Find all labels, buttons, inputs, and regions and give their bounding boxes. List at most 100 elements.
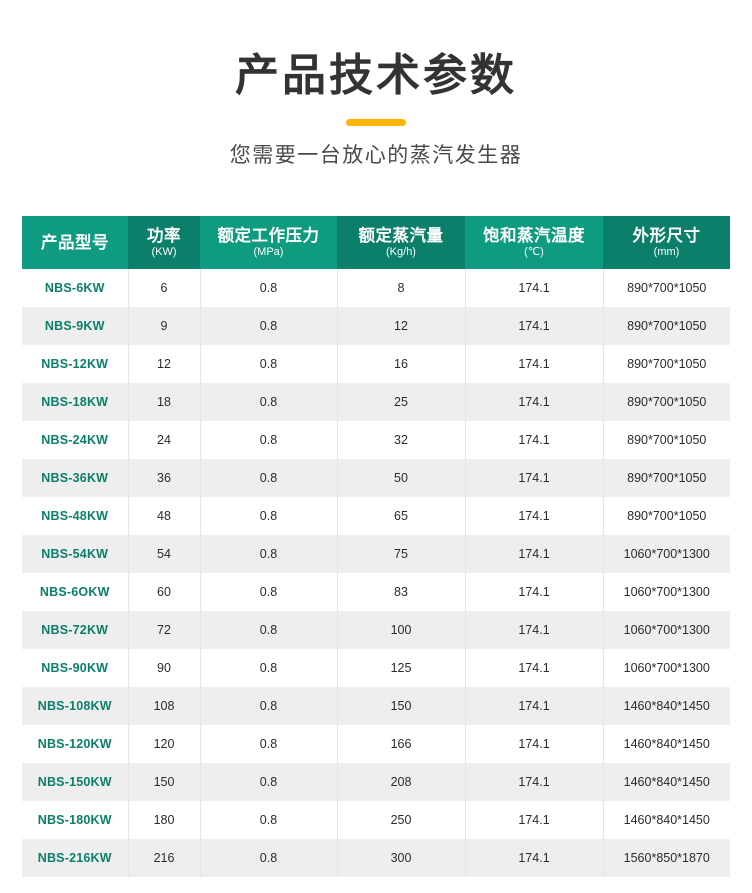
- cell-value: 100: [337, 611, 466, 649]
- cell-value: 1060*700*1300: [603, 611, 730, 649]
- column-header-1: 功率 (KW): [128, 216, 200, 269]
- cell-value: 24: [128, 421, 201, 459]
- cell-value: 174.1: [465, 801, 604, 839]
- table-row: NBS-54KW 54 0.8 75 174.1 1060*700*1300: [22, 535, 730, 573]
- cell-model: NBS-36KW: [22, 459, 129, 497]
- column-header-label: 功率: [147, 226, 181, 245]
- cell-value: 890*700*1050: [603, 345, 730, 383]
- cell-value: 1060*700*1300: [603, 535, 730, 573]
- cell-value: 12: [128, 345, 201, 383]
- cell-value: 0.8: [200, 573, 338, 611]
- cell-value: 174.1: [465, 269, 604, 307]
- column-header-unit: (Kg/h): [386, 246, 416, 258]
- spec-table-body: NBS-6KW 6 0.8 8 174.1 890*700*1050 NBS-9KW 9 0.8…: [22, 269, 730, 877]
- column-header-unit: (mm): [653, 246, 680, 258]
- table-row: NBS-12KW 12 0.8 16 174.1 890*700*1050: [22, 345, 730, 383]
- column-header-label: 饱和蒸汽温度: [483, 226, 585, 245]
- cell-value: 0.8: [200, 345, 338, 383]
- column-header-unit: (℃): [524, 246, 544, 258]
- cell-value: 150: [128, 763, 201, 801]
- cell-value: 174.1: [465, 535, 604, 573]
- cell-value: 0.8: [200, 497, 338, 535]
- cell-value: 0.8: [200, 649, 338, 687]
- cell-value: 216: [128, 839, 201, 877]
- cell-model: NBS-6OKW: [22, 573, 129, 611]
- accent-bar: [346, 118, 406, 126]
- table-row: NBS-24KW 24 0.8 32 174.1 890*700*1050: [22, 421, 730, 459]
- cell-model: NBS-90KW: [22, 649, 129, 687]
- cell-value: 174.1: [465, 459, 604, 497]
- cell-value: 0.8: [200, 307, 338, 345]
- cell-value: 0.8: [200, 611, 338, 649]
- column-header-unit: (KW): [151, 246, 177, 258]
- cell-value: 1560*850*1870: [603, 839, 730, 877]
- cell-model: NBS-24KW: [22, 421, 129, 459]
- cell-model: NBS-9KW: [22, 307, 129, 345]
- table-row: NBS-216KW 216 0.8 300 174.1 1560*850*1870: [22, 839, 730, 877]
- cell-value: 1460*840*1450: [603, 725, 730, 763]
- cell-model: NBS-150KW: [22, 763, 129, 801]
- column-header-3: 额定蒸汽量 (Kg/h): [337, 216, 465, 269]
- cell-value: 250: [337, 801, 466, 839]
- table-row: NBS-72KW 72 0.8 100 174.1 1060*700*1300: [22, 611, 730, 649]
- cell-value: 125: [337, 649, 466, 687]
- cell-value: 65: [337, 497, 466, 535]
- cell-value: 60: [128, 573, 201, 611]
- cell-value: 108: [128, 687, 201, 725]
- cell-model: NBS-6KW: [22, 269, 129, 307]
- cell-value: 890*700*1050: [603, 497, 730, 535]
- cell-value: 174.1: [465, 687, 604, 725]
- cell-value: 36: [128, 459, 201, 497]
- cell-value: 6: [128, 269, 201, 307]
- cell-value: 890*700*1050: [603, 421, 730, 459]
- cell-value: 8: [337, 269, 466, 307]
- cell-value: 150: [337, 687, 466, 725]
- cell-value: 0.8: [200, 421, 338, 459]
- cell-value: 174.1: [465, 649, 604, 687]
- cell-value: 174.1: [465, 421, 604, 459]
- column-header-2: 额定工作压力 (MPa): [200, 216, 337, 269]
- cell-value: 0.8: [200, 269, 338, 307]
- spec-table-head: 产品型号 功率 (KW) 额定工作压力 (MPa) 额定蒸汽量 (Kg/h) 饱和蒸汽温度 (℃…: [22, 216, 730, 269]
- table-row: NBS-90KW 90 0.8 125 174.1 1060*700*1300: [22, 649, 730, 687]
- cell-model: NBS-12KW: [22, 345, 129, 383]
- cell-model: NBS-180KW: [22, 801, 129, 839]
- cell-value: 72: [128, 611, 201, 649]
- cell-value: 174.1: [465, 573, 604, 611]
- cell-value: 1460*840*1450: [603, 801, 730, 839]
- cell-value: 174.1: [465, 763, 604, 801]
- column-header-label: 额定工作压力: [217, 226, 320, 245]
- cell-value: 0.8: [200, 839, 338, 877]
- cell-value: 1060*700*1300: [603, 573, 730, 611]
- title-block: 产品技术参数 您需要一台放心的蒸汽发生器: [0, 0, 752, 169]
- table-row: NBS-6OKW 60 0.8 83 174.1 1060*700*1300: [22, 573, 730, 611]
- page-subtitle: 您需要一台放心的蒸汽发生器: [229, 143, 523, 167]
- table-row: NBS-120KW 120 0.8 166 174.1 1460*840*1450: [22, 725, 730, 763]
- table-row: NBS-180KW 180 0.8 250 174.1 1460*840*1450: [22, 801, 730, 839]
- cell-value: 890*700*1050: [603, 459, 730, 497]
- spec-table-wrapper: 产品型号 功率 (KW) 额定工作压力 (MPa) 额定蒸汽量 (Kg/h) 饱和蒸汽温度 (℃…: [22, 216, 730, 877]
- cell-value: 0.8: [200, 687, 338, 725]
- cell-value: 1460*840*1450: [603, 687, 730, 725]
- cell-value: 90: [128, 649, 201, 687]
- cell-value: 75: [337, 535, 466, 573]
- cell-value: 174.1: [465, 307, 604, 345]
- column-header-5: 外形尺寸 (mm): [603, 216, 730, 269]
- cell-model: NBS-108KW: [22, 687, 129, 725]
- cell-value: 48: [128, 497, 201, 535]
- cell-value: 890*700*1050: [603, 383, 730, 421]
- cell-value: 120: [128, 725, 201, 763]
- cell-model: NBS-120KW: [22, 725, 129, 763]
- cell-value: 174.1: [465, 345, 604, 383]
- spec-table: 产品型号 功率 (KW) 额定工作压力 (MPa) 额定蒸汽量 (Kg/h) 饱和蒸汽温度 (℃…: [22, 216, 730, 877]
- cell-value: 174.1: [465, 383, 604, 421]
- cell-value: 174.1: [465, 611, 604, 649]
- cell-model: NBS-72KW: [22, 611, 129, 649]
- cell-value: 0.8: [200, 725, 338, 763]
- column-header-0: 产品型号: [22, 216, 128, 269]
- table-row: NBS-9KW 9 0.8 12 174.1 890*700*1050: [22, 307, 730, 345]
- column-header-4: 饱和蒸汽温度 (℃): [465, 216, 603, 269]
- table-header-row: 产品型号 功率 (KW) 额定工作压力 (MPa) 额定蒸汽量 (Kg/h) 饱和蒸汽温度 (℃…: [22, 216, 730, 269]
- cell-value: 300: [337, 839, 466, 877]
